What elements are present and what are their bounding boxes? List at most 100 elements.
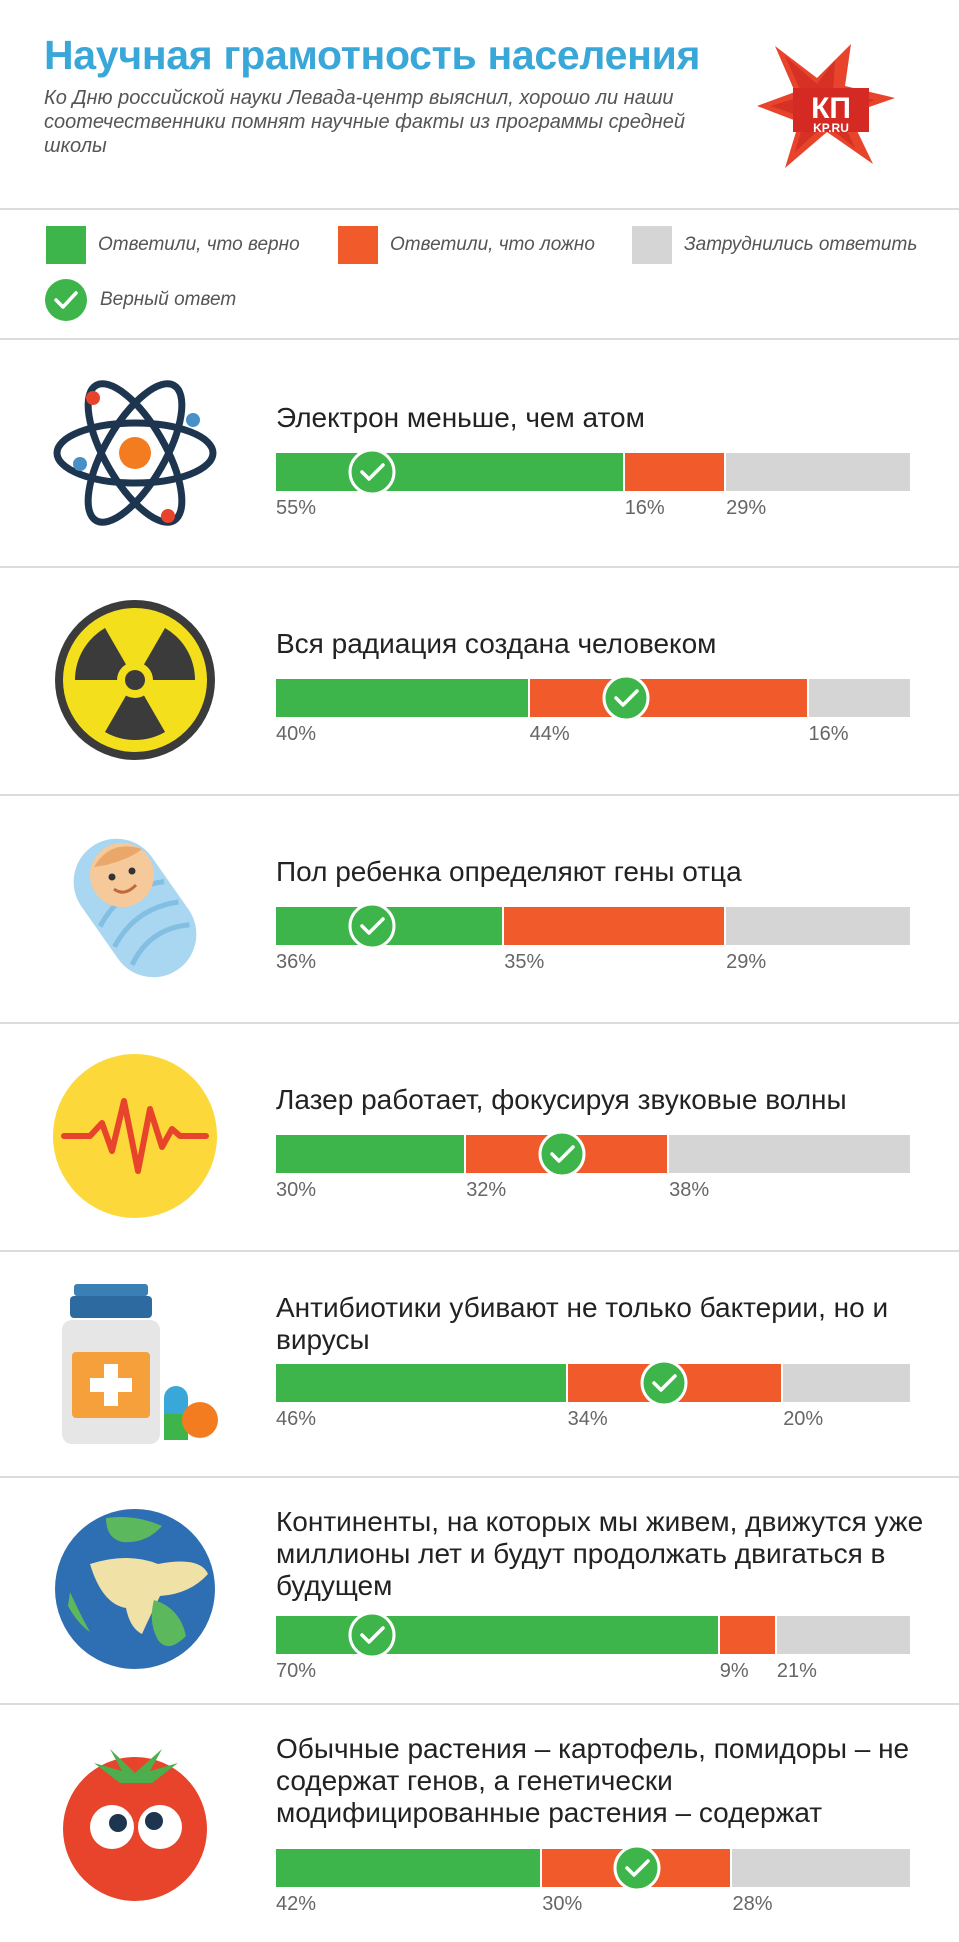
divider xyxy=(0,1476,959,1478)
value-label-true: 36% xyxy=(276,951,317,973)
value-label-false: 16% xyxy=(624,497,665,519)
question-row: Пол ребенка определяют гены отца 36% 35% 29… xyxy=(0,794,959,1022)
value-label-false: 32% xyxy=(466,1179,507,1201)
bar-segment-true xyxy=(276,453,623,491)
value-label-false: 34% xyxy=(567,1408,608,1430)
question-text: Вся радиация создана человеком xyxy=(276,628,717,659)
question-row: Обычные растения – картофель, помидоры –… xyxy=(0,1703,959,1933)
value-label-false: 35% xyxy=(504,951,545,973)
legend-label-false: Ответили, что ложно xyxy=(390,234,595,255)
legend-swatch-true xyxy=(46,226,86,264)
value-label-unsure: 29% xyxy=(726,497,767,519)
divider xyxy=(0,1250,959,1252)
check-icon xyxy=(45,279,87,321)
question-text: Континенты, на которых мы живем, движутс… xyxy=(276,1506,924,1601)
kp-logo-icon: КП KP.RU xyxy=(757,44,895,168)
bar-segment-unsure xyxy=(726,453,910,491)
bar-segment-true xyxy=(276,1849,541,1887)
question-text: Электрон меньше, чем атом xyxy=(276,402,645,433)
legend-item-true: Ответили, что верно xyxy=(46,226,300,264)
divider xyxy=(0,1022,959,1024)
correct-answer-check-icon xyxy=(613,1844,661,1892)
bar-segment-false xyxy=(504,907,725,945)
correct-answer-check-icon xyxy=(348,902,396,950)
value-label-false: 9% xyxy=(719,1660,749,1682)
pulse-icon xyxy=(53,1054,217,1218)
question-row: Электрон меньше, чем атом 55% 16% 29% xyxy=(0,340,959,566)
question-row: Континенты, на которых мы живем, движутс… xyxy=(0,1476,959,1703)
bar-segment-false xyxy=(719,1616,775,1654)
question-text: Обычные растения – картофель, помидоры –… xyxy=(276,1733,910,1828)
correct-answer-check-icon xyxy=(640,1359,688,1407)
value-label-true: 55% xyxy=(276,497,317,519)
correct-answer-check-icon xyxy=(348,1611,396,1659)
question-row: Вся радиация создана человеком 40% 44% 16% xyxy=(0,566,959,794)
bar-segment-unsure xyxy=(808,679,910,717)
legend-item-correct: Верный ответ xyxy=(44,278,236,322)
medicine-bottle-icon xyxy=(62,1284,218,1444)
value-label-unsure: 29% xyxy=(726,951,767,973)
bar-segment-true xyxy=(276,679,528,717)
value-label-unsure: 21% xyxy=(776,1660,817,1682)
correct-answer-check-icon xyxy=(602,674,650,722)
header: Научная грамотность населения Ко Дню рос… xyxy=(0,0,959,208)
divider xyxy=(0,208,959,210)
legend: Ответили, что верно Ответили, что ложно … xyxy=(0,210,959,338)
value-label-true: 42% xyxy=(276,1893,317,1915)
divider xyxy=(0,338,959,340)
page-subtitle: Ко Дню российской науки Левада-центр выя… xyxy=(44,87,685,157)
bar-segment-true xyxy=(276,1135,465,1173)
value-label-unsure: 38% xyxy=(669,1179,710,1201)
bar-segment-unsure xyxy=(783,1364,910,1402)
legend-label-unsure: Затруднились ответить xyxy=(684,234,918,255)
value-label-false: 44% xyxy=(529,723,570,745)
bar-segment-false xyxy=(624,453,725,491)
globe-icon xyxy=(55,1509,215,1669)
legend-swatch-false xyxy=(338,226,378,264)
value-label-unsure: 16% xyxy=(808,723,849,745)
stacked-bar: 40% 44% 16% xyxy=(276,674,910,745)
bar-segment-unsure xyxy=(732,1849,910,1887)
svg-text:KP.RU: KP.RU xyxy=(813,121,849,135)
divider xyxy=(0,566,959,568)
value-label-unsure: 20% xyxy=(783,1408,824,1430)
correct-answer-check-icon xyxy=(348,448,396,496)
question-text: Антибиотики убивают не только бактерии, … xyxy=(276,1292,889,1355)
stacked-bar: 36% 35% 29% xyxy=(276,902,910,973)
stacked-bar: 30% 32% 38% xyxy=(276,1130,910,1201)
value-label-true: 70% xyxy=(276,1660,317,1682)
stacked-bar: 70% 9% 21% xyxy=(276,1611,910,1682)
legend-swatch-unsure xyxy=(632,226,672,264)
question-text: Пол ребенка определяют гены отца xyxy=(276,856,742,887)
value-label-unsure: 28% xyxy=(732,1893,773,1915)
legend-item-unsure: Затруднились ответить xyxy=(632,226,917,264)
correct-answer-check-icon xyxy=(538,1130,586,1178)
divider xyxy=(0,794,959,796)
value-label-true: 40% xyxy=(276,723,317,745)
stacked-bar: 42% 30% 28% xyxy=(276,1844,910,1915)
bar-segment-unsure xyxy=(726,907,910,945)
tomato-icon xyxy=(63,1749,207,1901)
svg-text:КП: КП xyxy=(811,92,851,125)
value-label-true: 46% xyxy=(276,1408,317,1430)
value-label-false: 30% xyxy=(542,1893,583,1915)
stacked-bar: 46% 34% 20% xyxy=(276,1359,910,1430)
value-label-true: 30% xyxy=(276,1179,317,1201)
radiation-icon xyxy=(55,600,215,760)
bar-segment-false xyxy=(529,679,807,717)
legend-item-false: Ответили, что ложно xyxy=(338,226,595,264)
divider xyxy=(0,1703,959,1705)
bar-segment-unsure xyxy=(669,1135,910,1173)
question-text: Лазер работает, фокусируя звуковые волны xyxy=(276,1084,847,1115)
atom-icon xyxy=(53,380,217,526)
bar-segment-true xyxy=(276,1364,566,1402)
page-title: Научная грамотность населения xyxy=(44,32,701,78)
legend-label-correct: Верный ответ xyxy=(100,289,237,310)
bar-segment-unsure xyxy=(776,1616,910,1654)
bar-segment-true xyxy=(276,1616,718,1654)
legend-label-true: Ответили, что верно xyxy=(98,234,300,255)
stacked-bar: 55% 16% 29% xyxy=(276,448,910,519)
question-row: Лазер работает, фокусируя звуковые волны… xyxy=(0,1022,959,1250)
baby-icon xyxy=(73,838,197,978)
question-row: Антибиотики убивают не только бактерии, … xyxy=(0,1250,959,1476)
